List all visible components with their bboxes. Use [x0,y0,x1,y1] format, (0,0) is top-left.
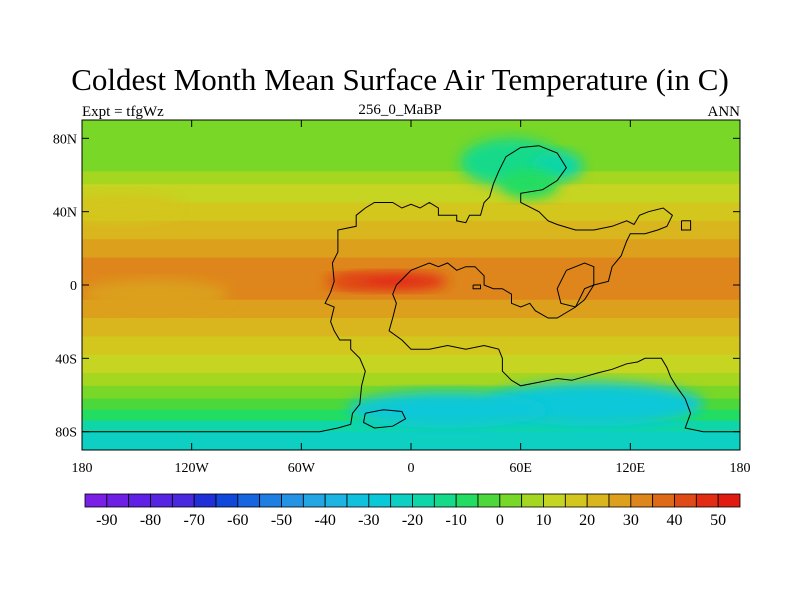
x-tick-label: 180 [72,461,93,476]
experiment-label: Expt = tfgWz [82,104,164,120]
temperature-band [82,171,740,185]
colorbar-label: -30 [358,512,379,529]
colorbar-swatch [608,493,632,508]
temperature-band [82,239,740,259]
coastline [556,262,595,308]
temperature-band [82,184,740,204]
colorbar-swatch [84,493,108,508]
x-tick-label: 0 [408,461,415,476]
coastline [472,284,481,290]
colorbar-swatch [652,493,675,508]
colorbar-swatch [368,493,392,508]
temperature-anomaly [347,391,549,428]
temperature-band [82,257,740,277]
colorbar-swatch [259,493,282,508]
coastline [362,409,407,429]
season-label: ANN [707,104,741,120]
colorbar-label: -80 [140,512,161,529]
colorbar-swatch [695,493,719,508]
x-tick-label: 60W [288,461,316,476]
colorbar-swatch [521,493,544,508]
y-axis: 80N 40N 0 40S 80S [53,132,740,441]
colorbar-swatch [171,493,195,508]
colorbar: -90 -80 -70 -60 -50 -40 -30 -20 -10 0 10 20 30 40 50 [84,493,741,529]
colorbar-label: 30 [623,512,639,529]
colorbar-label: 0 [496,512,504,529]
temperature-band [82,156,740,172]
colorbar-label: -50 [271,512,292,529]
colorbar-label: 10 [536,512,552,529]
temperature-band [82,299,740,319]
temperature-band [82,285,740,301]
temperature-band [82,138,740,158]
coastline [681,220,692,231]
temperature-anomaly [337,272,448,291]
y-tick-label: 80N [53,132,77,147]
temperature-band [82,336,740,356]
chart-title: Coldest Month Mean Surface Air Temperatu… [71,62,729,97]
temperature-anomaly [500,169,560,199]
temperature-band [82,354,740,374]
colorbar-swatch [346,493,370,508]
temperature-anomaly [82,279,229,309]
colorbar-label: -20 [402,512,423,529]
colorbar-swatch [477,493,501,508]
y-tick-label: 40N [53,206,77,221]
colorbar-swatch [150,493,173,508]
colorbar-swatch [106,493,130,508]
y-tick-label: 40S [55,352,77,367]
x-tick-label: 120E [616,461,646,476]
colorbar-swatch [455,493,479,508]
coastline [319,145,740,433]
temperature-band [82,220,740,240]
colorbar-swatch [128,493,151,508]
colorbar-label: -10 [446,512,467,529]
colorbar-label: -90 [96,512,117,529]
colorbar-swatch [193,493,217,508]
temperature-anomaly [325,274,369,289]
colorbar-swatch [412,493,435,508]
period-label: 256_0_MaBP [358,102,442,118]
colorbar-swatch [390,493,413,508]
colorbar-swatch [237,493,261,508]
x-tick-label: 120W [175,461,210,476]
y-tick-label: 0 [70,279,77,294]
colorbar-swatch [586,493,610,508]
colorbar-label: 40 [667,512,683,529]
colorbar-swatch [433,493,457,508]
temperature-band [82,431,740,444]
coastline-layer [82,145,740,433]
colorbar-swatch [564,493,588,508]
colorbar-swatch [630,493,654,508]
temperature-anomaly [82,193,183,223]
colorbar-label: -60 [227,512,248,529]
colorbar-swatch [302,493,326,508]
colorbar-label: -40 [315,512,336,529]
temperature-band [82,202,740,222]
x-axis: 180 120W 60W 0 60E 120E 180 [72,120,751,476]
x-tick-label: 180 [730,461,751,476]
colorbar-swatch [717,493,741,508]
colorbar-swatch [215,493,239,508]
colorbar-swatch [543,493,566,508]
x-tick-label: 60E [509,461,532,476]
colorbar-swatch [281,493,304,508]
temperature-band [82,318,740,337]
colorbar-label: 50 [710,512,726,529]
colorbar-swatch [499,493,523,508]
temperature-field [82,120,740,450]
colorbar-label: -70 [184,512,205,529]
y-tick-label: 80S [55,426,77,441]
colorbar-label: 20 [579,512,595,529]
temperature-band [82,120,740,139]
colorbar-swatch [324,493,348,508]
colorbar-swatch [674,493,697,508]
